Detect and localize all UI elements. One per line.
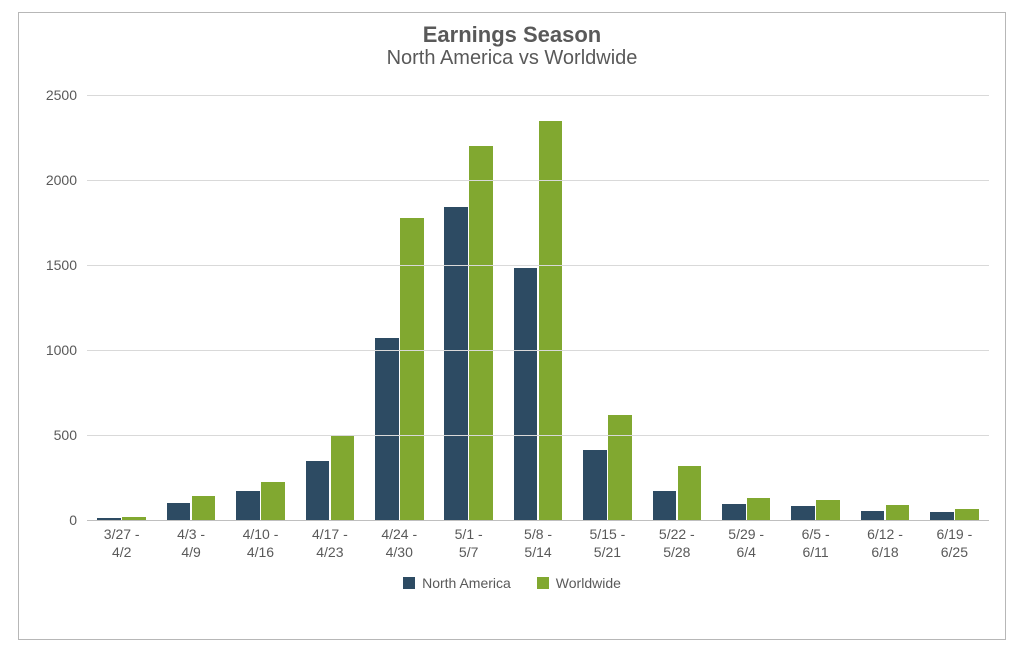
bar-worldwide	[469, 146, 493, 520]
gridline	[87, 350, 989, 351]
legend: North America Worldwide	[19, 575, 1005, 591]
y-tick-label: 2000	[46, 172, 87, 188]
gridline	[87, 180, 989, 181]
chart-title: Earnings Season	[19, 23, 1005, 47]
bar-worldwide	[678, 466, 702, 520]
bar-north-america	[791, 506, 815, 520]
legend-swatch	[403, 577, 415, 589]
legend-swatch	[537, 577, 549, 589]
bar-north-america	[583, 450, 607, 520]
legend-label: Worldwide	[556, 575, 621, 591]
bar-group	[295, 95, 364, 520]
bar-group	[781, 95, 850, 520]
y-tick-label: 1000	[46, 342, 87, 358]
bar-group	[226, 95, 295, 520]
x-tick-label: 5/15 -5/21	[573, 520, 642, 561]
bar-north-america	[444, 207, 468, 520]
bar-worldwide	[192, 496, 216, 520]
x-tick-label: 4/17 -4/23	[295, 520, 364, 561]
gridline	[87, 265, 989, 266]
bar-group	[503, 95, 572, 520]
y-tick-label: 1500	[46, 257, 87, 273]
x-tick-label: 6/19 -6/25	[920, 520, 989, 561]
bar-north-america	[653, 491, 677, 520]
x-tick-label: 5/8 -5/14	[503, 520, 572, 561]
bar-north-america	[722, 504, 746, 520]
bar-group	[156, 95, 225, 520]
chart-frame: Earnings Season North America vs Worldwi…	[18, 12, 1006, 640]
bar-group	[642, 95, 711, 520]
legend-item: Worldwide	[537, 575, 621, 591]
bar-north-america	[167, 503, 191, 520]
x-tick-label: 5/1 -5/7	[434, 520, 503, 561]
plot-area: 3/27 -4/24/3 -4/94/10 -4/164/17 -4/234/2…	[87, 95, 989, 520]
bar-north-america	[306, 461, 330, 521]
bar-worldwide	[955, 509, 979, 520]
bars-layer	[87, 95, 989, 520]
bar-group	[365, 95, 434, 520]
x-tick-label: 4/3 -4/9	[156, 520, 225, 561]
bar-group	[87, 95, 156, 520]
bar-worldwide	[331, 436, 355, 520]
x-axis-labels: 3/27 -4/24/3 -4/94/10 -4/164/17 -4/234/2…	[87, 520, 989, 561]
x-tick-label: 5/29 -6/4	[712, 520, 781, 561]
bar-group	[573, 95, 642, 520]
x-axis-line	[87, 520, 989, 521]
bar-worldwide	[400, 218, 424, 520]
y-tick-label: 0	[69, 512, 87, 528]
legend-item: North America	[403, 575, 511, 591]
gridline	[87, 95, 989, 96]
bar-worldwide	[261, 482, 285, 520]
bar-north-america	[930, 512, 954, 520]
bar-north-america	[236, 491, 260, 520]
bar-group	[920, 95, 989, 520]
bar-north-america	[514, 268, 538, 520]
y-tick-label: 500	[54, 427, 87, 443]
x-tick-label: 6/5 -6/11	[781, 520, 850, 561]
x-tick-label: 4/24 -4/30	[365, 520, 434, 561]
bar-north-america	[375, 338, 399, 520]
chart-subtitle: North America vs Worldwide	[19, 47, 1005, 69]
bar-group	[712, 95, 781, 520]
y-tick-label: 2500	[46, 87, 87, 103]
x-tick-label: 4/10 -4/16	[226, 520, 295, 561]
x-tick-label: 5/22 -5/28	[642, 520, 711, 561]
bar-worldwide	[816, 500, 840, 520]
bar-group	[850, 95, 919, 520]
gridline	[87, 435, 989, 436]
legend-label: North America	[422, 575, 511, 591]
bar-worldwide	[747, 498, 771, 520]
bar-north-america	[861, 511, 885, 520]
x-tick-label: 6/12 -6/18	[850, 520, 919, 561]
bar-group	[434, 95, 503, 520]
bar-worldwide	[886, 505, 910, 520]
bar-worldwide	[608, 415, 632, 520]
x-tick-label: 3/27 -4/2	[87, 520, 156, 561]
